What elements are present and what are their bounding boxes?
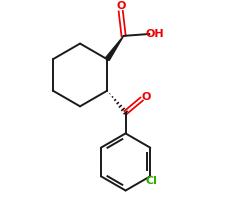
- Polygon shape: [105, 36, 124, 61]
- Text: OH: OH: [145, 29, 164, 39]
- Text: O: O: [142, 92, 151, 102]
- Text: Cl: Cl: [145, 176, 157, 186]
- Text: O: O: [116, 1, 126, 11]
